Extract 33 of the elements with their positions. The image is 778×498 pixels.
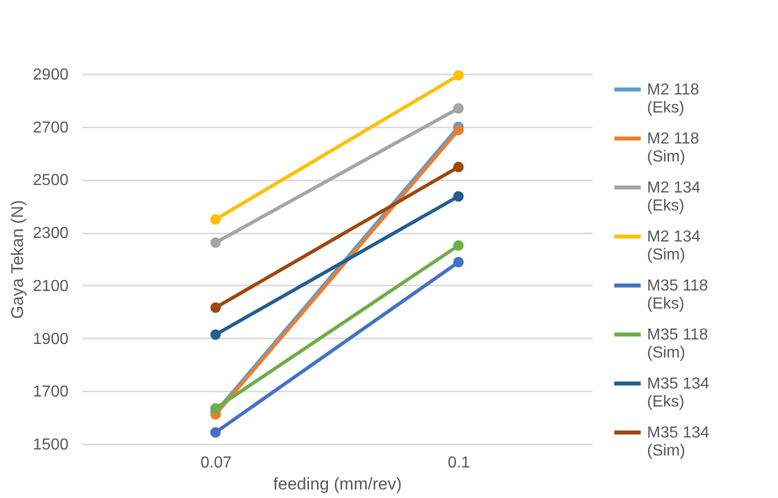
legend-label: M35 118 (Sim) <box>647 326 708 362</box>
legend-label: M2 118 (Eks) <box>647 82 700 116</box>
x-axis-title: feeding (mm/rev) <box>273 474 402 494</box>
point <box>453 256 464 268</box>
y-tick-label: 2100 <box>32 278 69 295</box>
point <box>210 237 221 248</box>
point <box>210 427 221 438</box>
legend-label: M2 118 (Sim) <box>647 130 700 166</box>
point <box>453 162 464 172</box>
legend-label: M2 134 (Sim) <box>647 228 700 264</box>
point <box>210 214 221 225</box>
legend-label: M2 134 (Eks) <box>647 180 700 214</box>
point <box>453 240 464 251</box>
y-tick-label: 2300 <box>32 225 69 242</box>
x-tick-label: 0.1 <box>448 454 470 472</box>
point <box>453 124 464 136</box>
legend-label: M35 134 (Sim) <box>647 424 710 460</box>
y-axis-title: Gaya Tekan (N) <box>8 200 27 319</box>
point <box>453 103 464 114</box>
point <box>210 329 221 340</box>
point <box>210 403 221 414</box>
y-tick-label: 2700 <box>32 119 69 136</box>
legend-label: M35 118 (Eks) <box>647 278 708 312</box>
x-tick-label: 0.07 <box>200 454 232 472</box>
legend-label: M35 134 (Eks) <box>647 376 710 410</box>
point <box>453 191 464 202</box>
y-tick-label: 2900 <box>32 66 69 84</box>
y-tick-label: 1500 <box>32 436 69 454</box>
y-tick-label: 1900 <box>32 330 69 348</box>
point <box>453 70 464 81</box>
y-tick-label: 2500 <box>32 172 69 190</box>
y-tick-label: 1700 <box>32 384 69 401</box>
point <box>210 302 221 313</box>
